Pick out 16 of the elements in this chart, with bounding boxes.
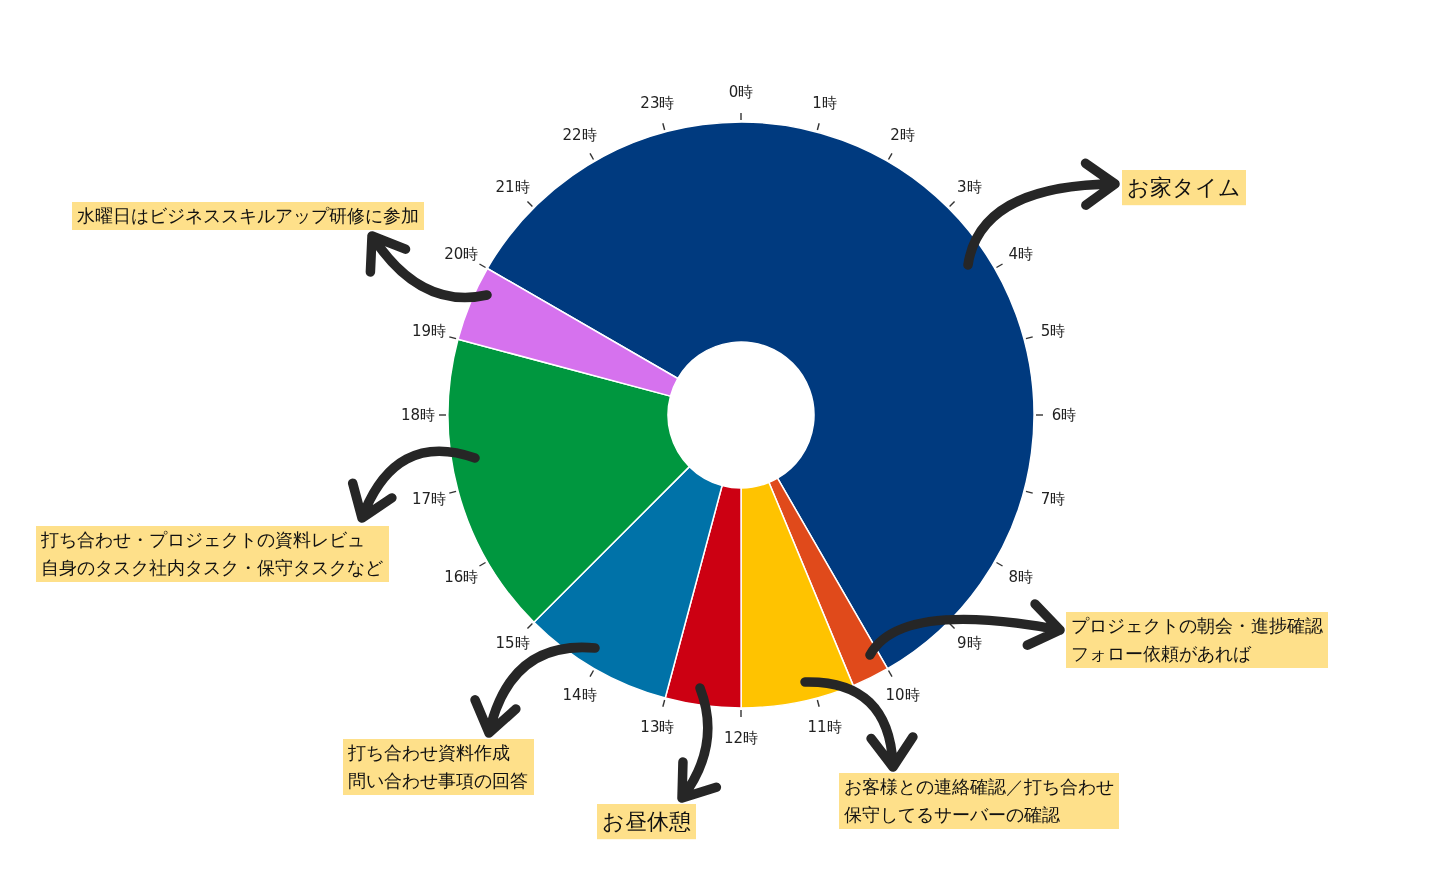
text: 17時 xyxy=(411,489,447,508)
text: 1時 xyxy=(812,94,837,113)
text: 6時 xyxy=(1051,406,1077,424)
text: 23時 xyxy=(640,94,675,113)
text: 12時 xyxy=(723,729,759,747)
text: 5時 xyxy=(1040,322,1066,341)
text: 20時 xyxy=(444,244,479,263)
slice-label: 打ち合わせ・プロジェクトの資料レビュ自身のタスク社内タスク・保守タスクなど xyxy=(40,530,383,578)
text: 7時 xyxy=(1040,489,1066,508)
slice-label: 打ち合わせ資料作成問い合わせ事項の回答 xyxy=(347,743,528,791)
text: 13時 xyxy=(640,717,675,736)
text: 18時 xyxy=(400,406,436,424)
slice-label: 水曜日はビジネススキルアップ研修に参加 xyxy=(77,206,419,226)
text: 19時 xyxy=(411,322,447,341)
text: 14時 xyxy=(562,685,597,704)
text: 0時 xyxy=(728,83,754,101)
